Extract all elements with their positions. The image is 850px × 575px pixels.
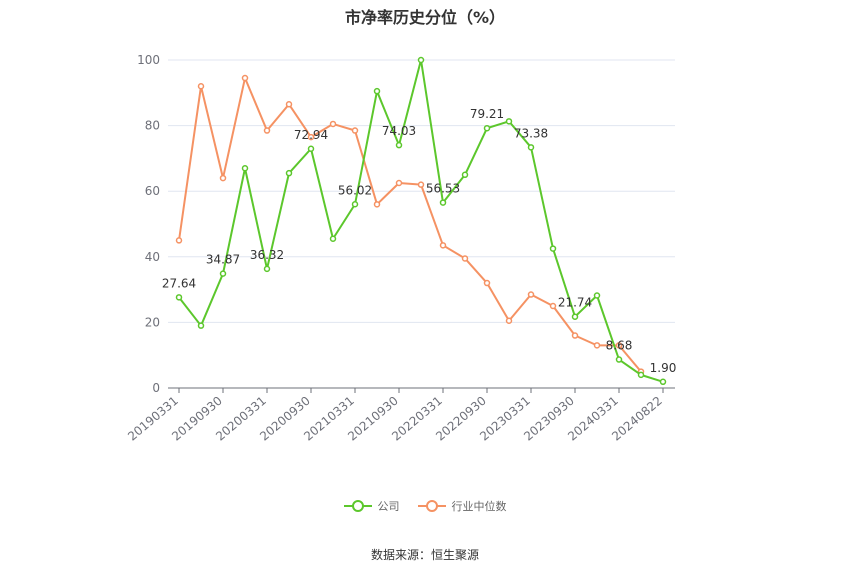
series-layer	[175, 56, 667, 386]
y-tick-label: 60	[145, 184, 160, 198]
data-point-company	[615, 356, 623, 363]
data-point-company	[197, 322, 205, 329]
data-point-industry	[615, 342, 623, 349]
chart-title: 市净率历史分位（%）	[344, 8, 506, 27]
data-point-industry	[527, 291, 535, 298]
data-point-industry	[285, 101, 293, 108]
data-point-company	[527, 144, 535, 151]
data-point-company	[593, 292, 601, 299]
data-point-company	[263, 265, 271, 273]
y-tick-label: 40	[145, 250, 160, 264]
legend: 公司 行业中位数	[0, 498, 850, 514]
data-point-company	[483, 124, 491, 132]
data-point-company	[439, 199, 447, 206]
data-point-industry	[351, 127, 359, 134]
data-point-company	[505, 118, 513, 125]
data-point-company	[549, 245, 557, 252]
data-point-industry	[417, 181, 425, 188]
data-point-industry	[373, 201, 381, 208]
data-label: 21.74	[558, 296, 592, 310]
data-point-industry	[395, 179, 403, 187]
data-label: 74.03	[382, 124, 416, 138]
data-point-company	[285, 169, 293, 177]
source-note: 数据来源：恒生聚源	[370, 548, 479, 562]
data-point-industry	[483, 279, 491, 287]
legend-industry-marker-icon	[417, 500, 446, 512]
data-label: 36.32	[250, 248, 284, 262]
data-point-industry	[593, 342, 601, 349]
data-label: 56.53	[426, 182, 460, 196]
data-point-company	[307, 145, 315, 153]
grid-lines	[168, 59, 675, 323]
series-line-company	[178, 59, 664, 383]
data-label: 34.87	[206, 253, 240, 267]
data-point-company	[461, 171, 469, 179]
y-tick-label: 0	[152, 381, 160, 395]
data-point-company	[329, 235, 337, 243]
data-point-industry	[439, 242, 447, 249]
data-point-company	[373, 87, 381, 95]
data-point-industry	[307, 133, 315, 141]
data-point-industry	[549, 302, 557, 310]
data-label: 27.64	[162, 276, 196, 290]
data-labels: 27.64 34.87 36.32 72.94 56.02 74.03 56.53 79.21…	[162, 107, 677, 375]
legend-company-marker-icon	[343, 500, 372, 512]
data-point-company	[637, 371, 645, 379]
data-point-company	[219, 270, 227, 277]
data-point-industry	[329, 120, 337, 128]
data-point-industry	[505, 317, 513, 325]
data-point-industry	[241, 74, 249, 82]
legend-item-company[interactable]: 公司	[343, 498, 400, 514]
data-point-company	[571, 313, 579, 320]
data-label: 79.21	[470, 107, 504, 121]
legend-industry-label: 行业中位数	[451, 500, 507, 513]
series-line-industry	[178, 77, 642, 373]
data-point-company	[659, 378, 667, 386]
legend-item-industry[interactable]: 行业中位数	[417, 498, 507, 514]
data-point-company	[417, 56, 425, 64]
data-label: 8.68	[606, 339, 633, 353]
data-point-industry	[263, 127, 271, 134]
data-label: 1.90	[650, 361, 677, 375]
data-point-industry	[461, 255, 469, 262]
data-point-company	[395, 141, 403, 149]
y-tick-label: 20	[145, 315, 160, 329]
legend-company-label: 公司	[377, 500, 400, 513]
data-point-industry	[197, 82, 205, 90]
data-point-industry	[571, 332, 579, 339]
data-point-company	[351, 201, 359, 208]
data-point-industry	[219, 174, 227, 182]
y-tick-label: 100	[137, 53, 160, 67]
data-point-company	[241, 164, 249, 172]
data-point-industry	[175, 237, 183, 244]
data-point-company	[175, 294, 183, 301]
data-label: 56.02	[338, 183, 372, 197]
data-label: 73.38	[514, 126, 548, 140]
y-tick-label: 80	[145, 119, 160, 133]
data-label: 72.94	[294, 128, 328, 142]
